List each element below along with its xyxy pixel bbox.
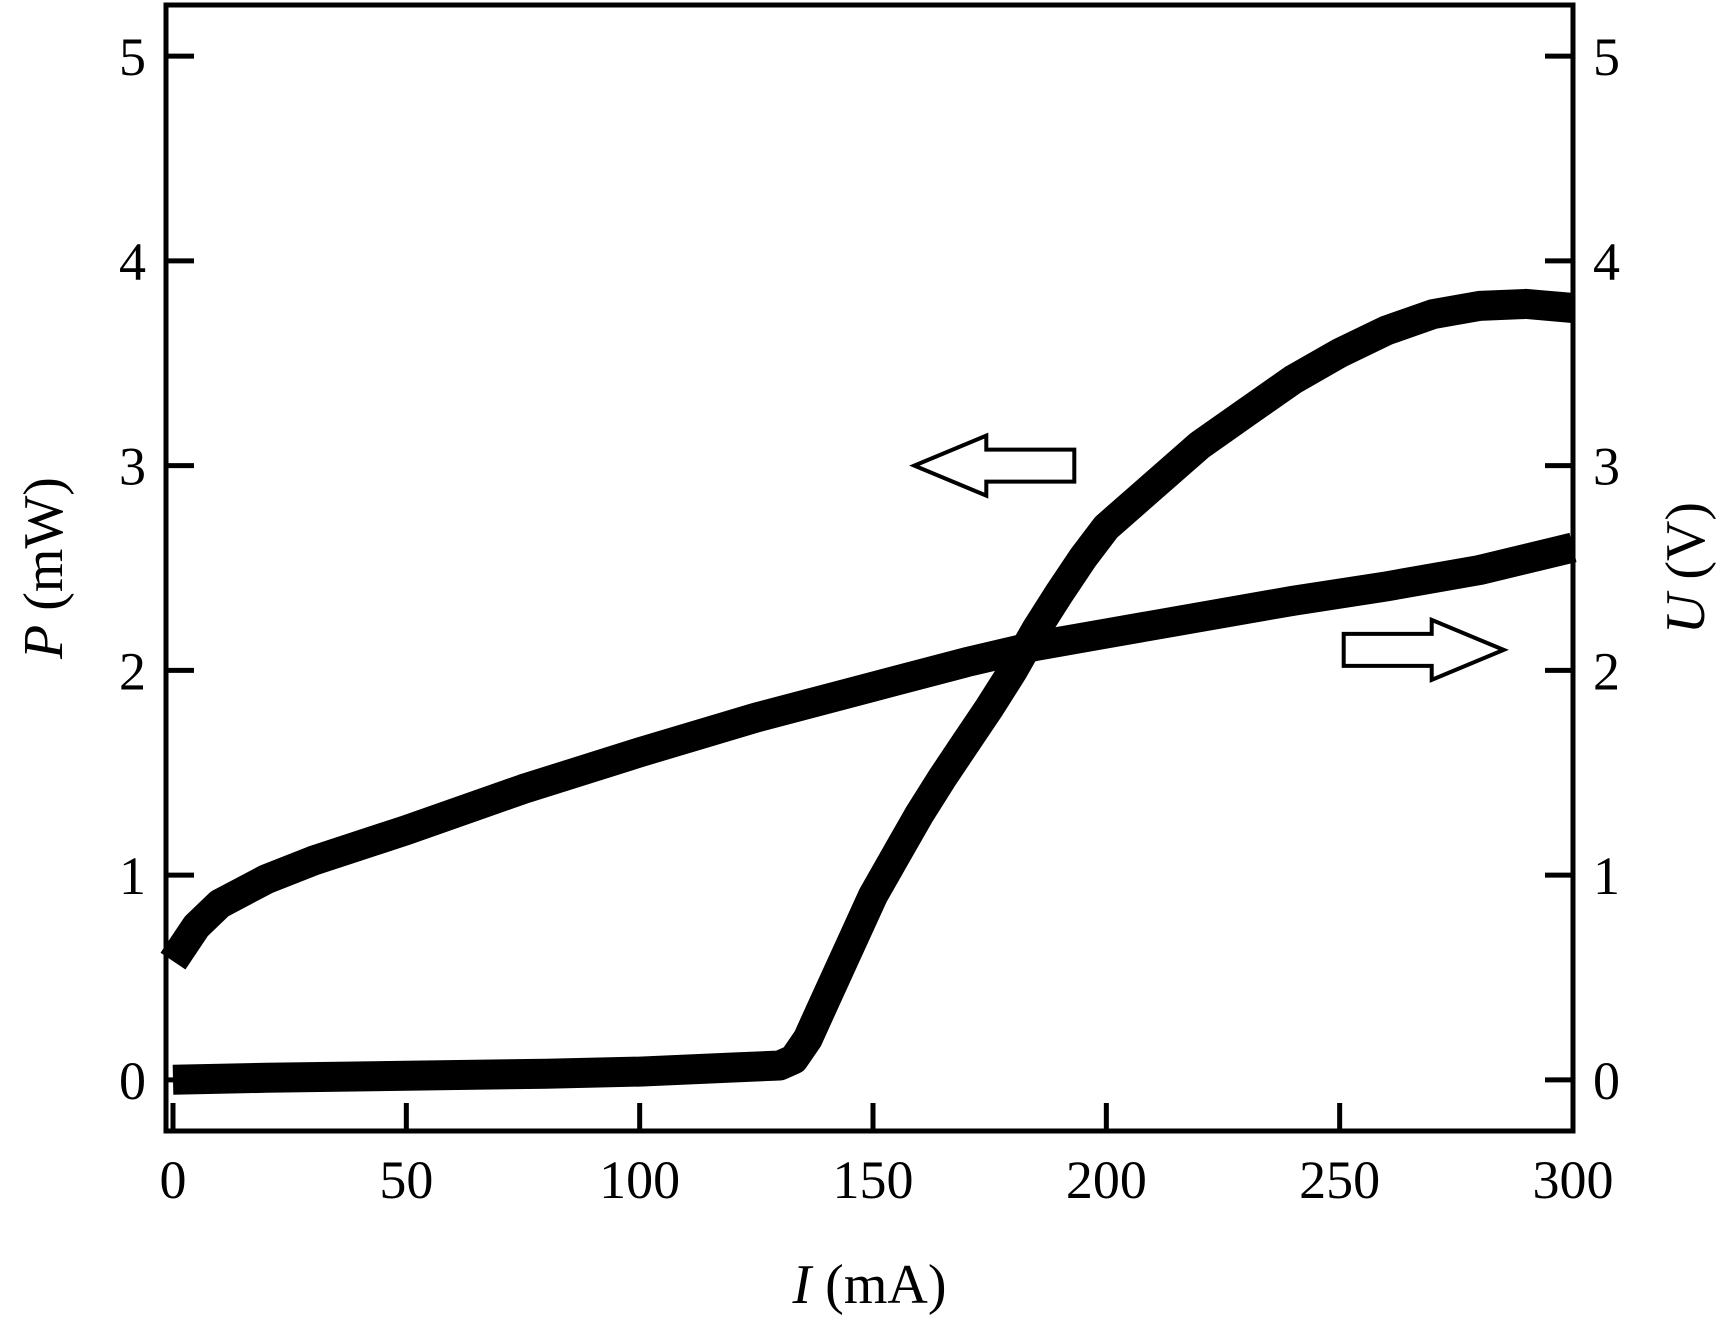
left-y-tick-label: 5 <box>119 27 146 87</box>
left-y-tick-label: 1 <box>119 846 146 906</box>
left-y-tick-label: 4 <box>119 232 146 292</box>
x-tick-label: 200 <box>1066 1150 1147 1210</box>
left-axis-unit: (mW) <box>13 477 75 625</box>
right-y-tick-label: 0 <box>1593 1051 1620 1111</box>
arrow-right-annotation <box>1341 616 1509 683</box>
x-axis-variable: I <box>792 1254 814 1316</box>
right-axis-unit: (V) <box>1655 502 1717 594</box>
series-line-power <box>172 288 1575 1095</box>
x-axis-unit: (mA) <box>811 1254 946 1316</box>
series-layer <box>160 288 1577 1095</box>
x-axis-title: I (mA) <box>792 1254 947 1316</box>
right-axis-title: U (V) <box>1655 502 1717 634</box>
x-tick-label: 300 <box>1533 1150 1614 1210</box>
plot-frame <box>163 2 1576 1134</box>
left-y-tick-label: 3 <box>119 437 146 497</box>
x-tick-label: 250 <box>1299 1150 1380 1210</box>
left-axis-variable: P <box>13 625 75 660</box>
right-y-tick-label: 5 <box>1593 27 1620 87</box>
x-tick-label: 150 <box>833 1150 914 1210</box>
x-tick-label: 50 <box>379 1150 433 1210</box>
annotation-layer <box>909 432 1509 683</box>
left-y-tick-label: 0 <box>119 1051 146 1111</box>
right-axis-variable: U <box>1655 590 1717 634</box>
right-y-tick-label: 4 <box>1593 232 1620 292</box>
right-y-tick-label: 1 <box>1593 846 1620 906</box>
left-y-tick-label: 2 <box>119 641 146 701</box>
left-axis-title: P (mW) <box>13 477 75 660</box>
arrow-left-annotation <box>909 432 1077 499</box>
x-tick-label: 0 <box>160 1150 187 1210</box>
right-y-tick-label: 2 <box>1593 641 1620 701</box>
series-line-voltage <box>160 532 1577 970</box>
right-y-tick-label: 3 <box>1593 437 1620 497</box>
x-tick-label: 100 <box>599 1150 680 1210</box>
